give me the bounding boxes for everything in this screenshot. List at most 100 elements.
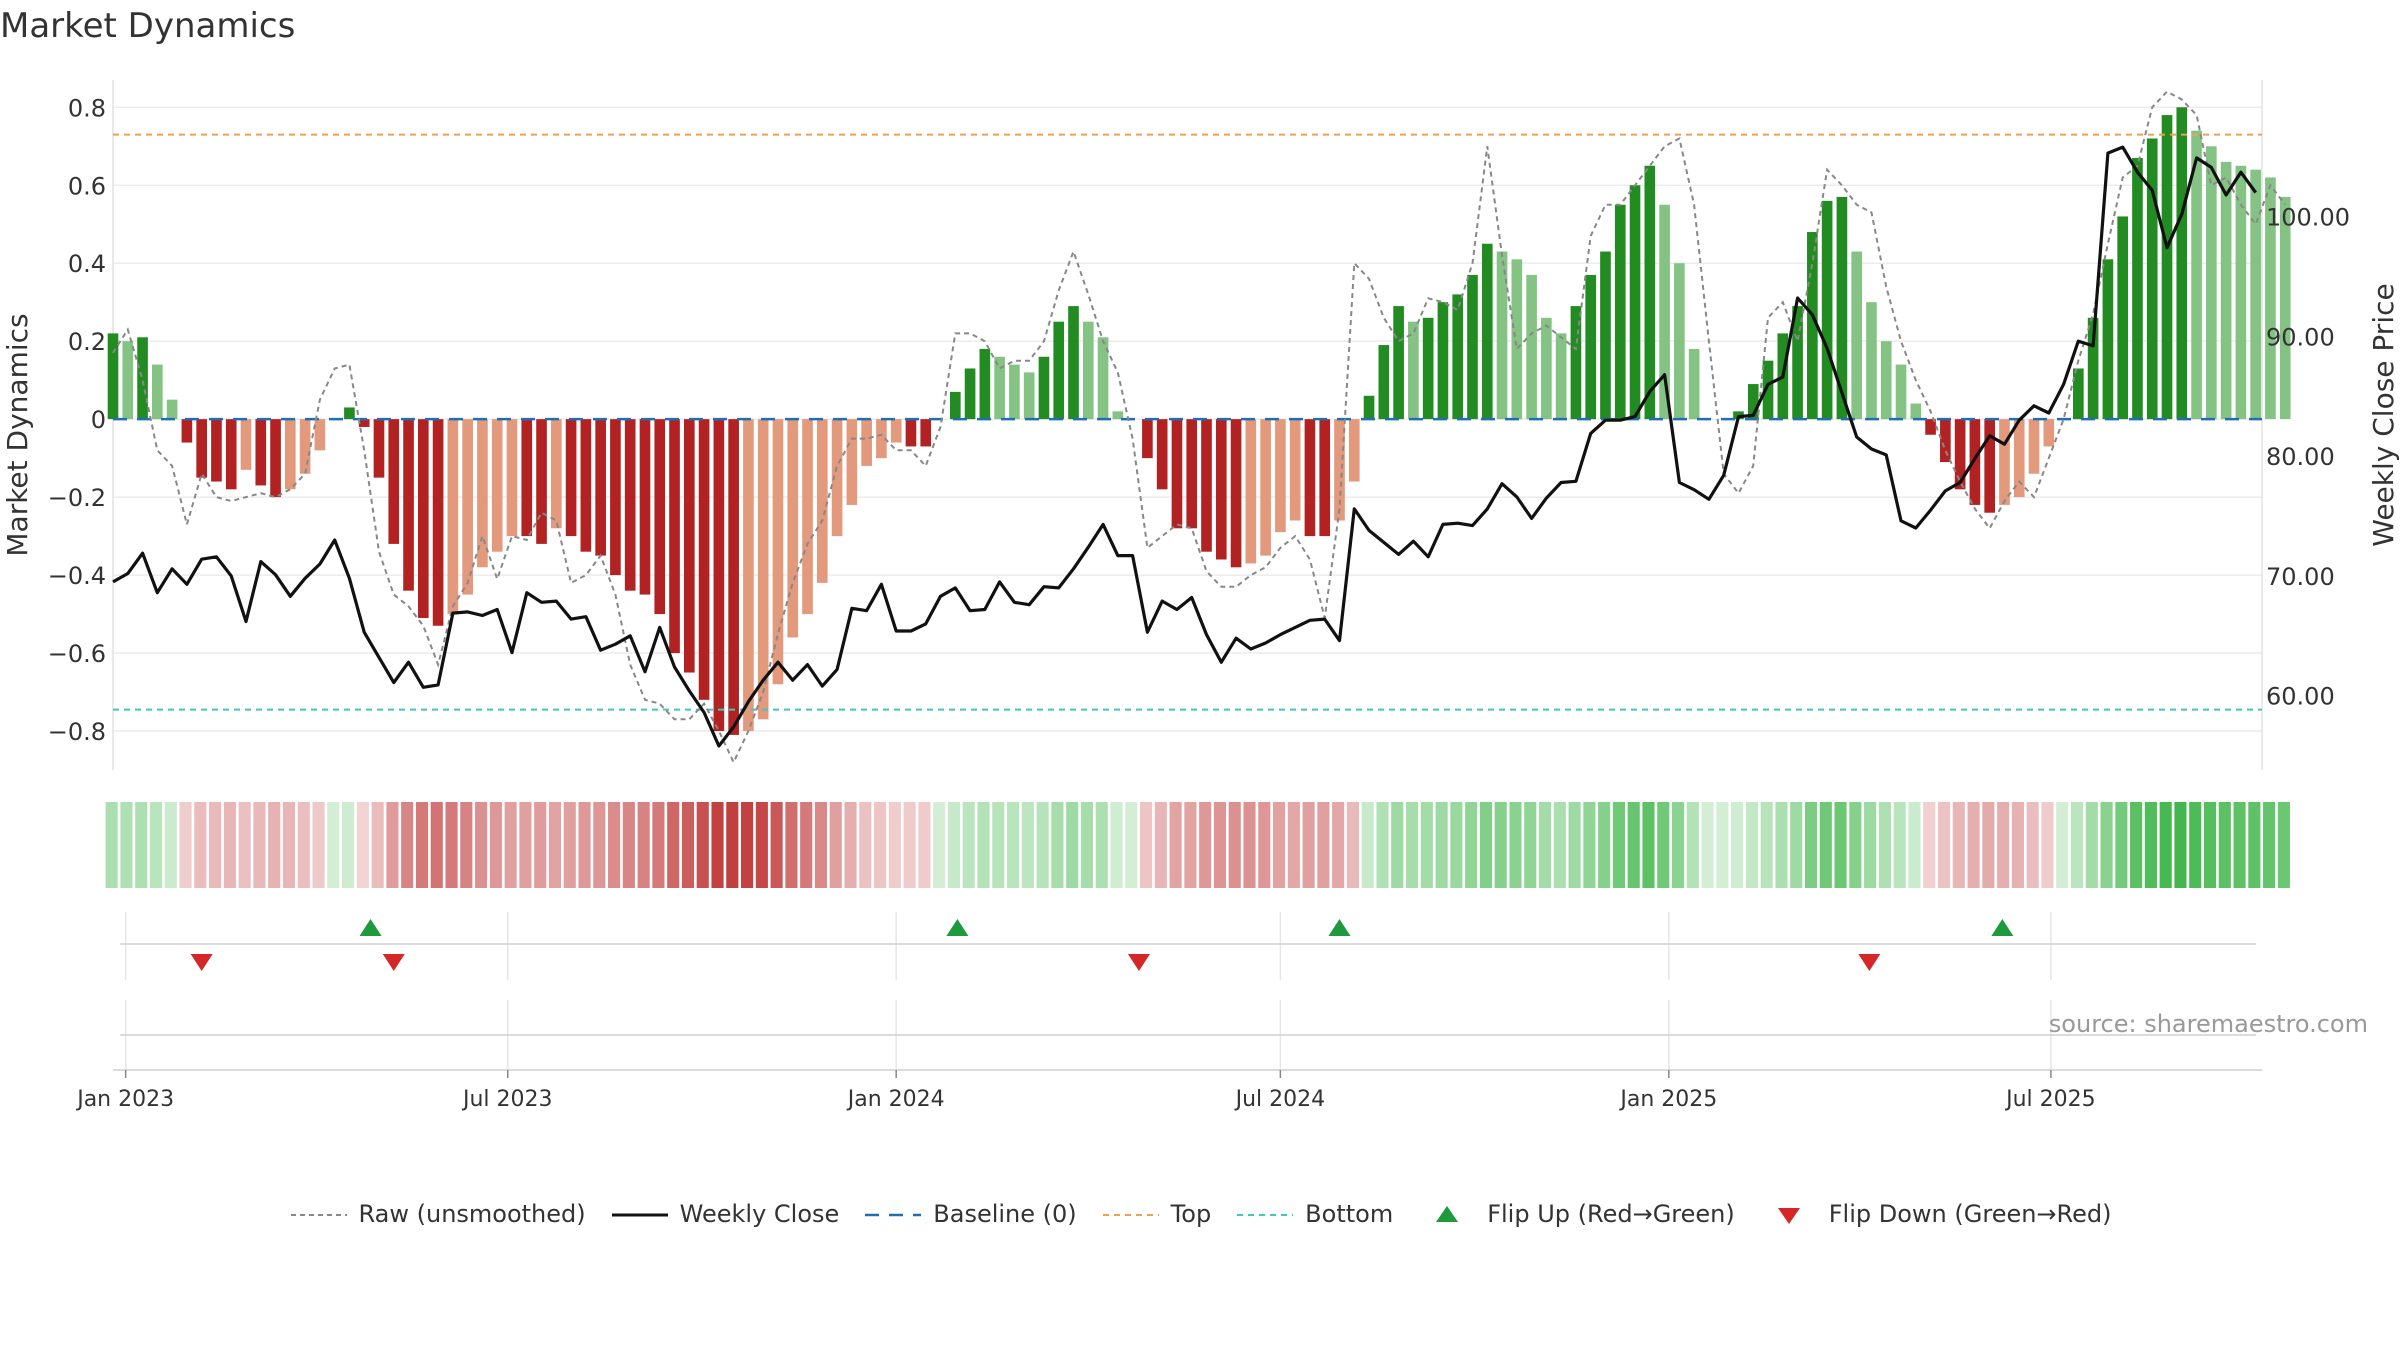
regime-cell <box>1391 802 1404 888</box>
regime-strip <box>105 802 2290 888</box>
regime-cell <box>726 802 739 888</box>
bar <box>1585 274 1597 420</box>
bar <box>1807 232 1818 420</box>
regime-cell <box>696 802 709 888</box>
regime-cell <box>2159 802 2172 888</box>
regime-cell <box>209 802 222 888</box>
regime-cell <box>2011 802 2024 888</box>
regime-cell <box>1982 802 1995 888</box>
bar <box>373 419 385 478</box>
bar <box>1880 341 1892 420</box>
bar <box>285 419 296 490</box>
regime-cell <box>1657 802 1670 888</box>
regime-cell <box>2174 802 2187 888</box>
bar <box>994 356 1005 420</box>
x-tick-label: Jan 2024 <box>846 1087 945 1112</box>
regime-cell <box>1686 802 1699 888</box>
bar <box>2191 130 2202 420</box>
regime-cell <box>149 802 163 888</box>
bar <box>1245 419 1257 564</box>
regime-cell <box>1095 802 1108 888</box>
bar <box>1999 419 2010 505</box>
left-tick-label: 0.8 <box>68 94 106 122</box>
bar <box>1910 403 1922 420</box>
regime-cell <box>519 802 532 888</box>
regime-cell <box>2218 802 2231 888</box>
regime-cell <box>741 802 754 888</box>
bar <box>861 419 872 466</box>
legend-label: Flip Down (Green→Red) <box>1828 1200 2112 1228</box>
regime-cell <box>253 802 266 888</box>
regime-cell <box>120 802 133 888</box>
regime-cell <box>785 802 798 888</box>
chart-legend: Raw (unsmoothed) Weekly Close Baseline (0)… <box>0 1200 2400 1228</box>
regime-cell <box>445 802 458 888</box>
bar <box>1866 302 1877 420</box>
bar <box>1097 337 1109 420</box>
regime-cell <box>2085 802 2098 888</box>
bar <box>639 419 651 595</box>
regime-cell <box>342 802 355 888</box>
bar <box>2146 138 2158 420</box>
regime-cell <box>1716 802 1729 888</box>
bar <box>1821 200 1833 420</box>
bar <box>920 419 932 447</box>
left-tick-label: −0.6 <box>48 640 106 668</box>
regime-cell <box>711 802 724 888</box>
bar <box>2279 196 2291 420</box>
bar <box>1393 306 1404 420</box>
bar <box>2220 161 2232 420</box>
flip-down-marker <box>382 954 405 971</box>
regime-cell <box>297 802 310 888</box>
bar <box>1762 360 1774 420</box>
x-tick-label: Jul 2023 <box>461 1087 553 1112</box>
legend-label: Top <box>1170 1200 1212 1228</box>
left-tick-label: 0 <box>91 406 106 434</box>
bar <box>802 419 813 615</box>
bar <box>610 419 621 576</box>
bar <box>2265 177 2276 420</box>
regime-cell <box>2263 802 2276 888</box>
regime-cell <box>933 802 946 888</box>
bar <box>905 419 917 447</box>
bar <box>1570 306 1582 420</box>
bar <box>1851 251 1863 420</box>
bar <box>1289 419 1301 521</box>
bar <box>2250 169 2261 420</box>
regime-cell <box>2248 802 2261 888</box>
bar <box>698 419 710 700</box>
bar <box>1600 251 1611 420</box>
bar <box>1348 419 1360 482</box>
bar <box>2132 157 2143 420</box>
regime-cell <box>888 802 901 888</box>
flipdown-legend-swatch <box>1777 1208 1800 1224</box>
regime-cell <box>1760 802 1773 888</box>
regime-cell <box>268 802 281 888</box>
bar <box>1452 294 1464 420</box>
bar <box>565 419 577 537</box>
regime-cell <box>1213 802 1227 888</box>
flip-down-marker <box>1127 954 1150 971</box>
regime-cell <box>194 802 207 888</box>
bar <box>1112 411 1124 420</box>
bar <box>122 341 134 420</box>
bar <box>1644 165 1656 420</box>
bar <box>1408 321 1419 420</box>
bar <box>757 419 769 720</box>
bar <box>1437 302 1449 420</box>
regime-cell <box>1878 802 1891 888</box>
bar <box>1201 419 1212 552</box>
bar <box>1009 364 1020 420</box>
bar <box>432 419 444 626</box>
flip-up-marker <box>1328 919 1351 936</box>
regime-cell <box>356 802 369 888</box>
regime-cell <box>460 802 473 888</box>
bar <box>417 419 429 618</box>
flip-up-marker <box>1991 919 2014 936</box>
bar <box>462 419 473 595</box>
regime-cell <box>1140 802 1153 888</box>
bar <box>1304 419 1316 537</box>
left-tick-label: −0.2 <box>48 484 106 512</box>
regime-cell <box>637 802 650 888</box>
regime-cell <box>593 802 606 888</box>
